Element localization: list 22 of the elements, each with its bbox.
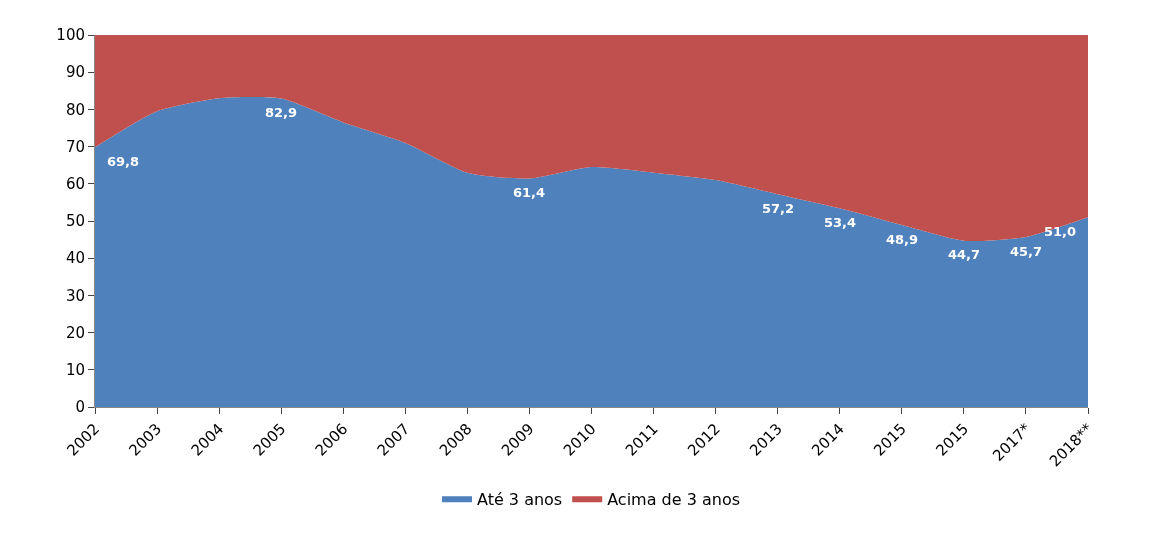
y-tick-label: 0 bbox=[75, 398, 85, 417]
legend-label: Acima de 3 anos bbox=[607, 489, 741, 509]
y-tick-label: 30 bbox=[65, 286, 85, 305]
data-label: 57,2 bbox=[762, 201, 795, 216]
data-label: 82,9 bbox=[265, 105, 298, 120]
y-tick-label: 10 bbox=[65, 361, 85, 380]
data-label: 48,9 bbox=[886, 232, 919, 247]
y-tick-label: 100 bbox=[56, 26, 85, 45]
legend-label: Até 3 anos bbox=[477, 489, 563, 509]
y-tick-label: 40 bbox=[65, 249, 85, 268]
y-tick-label: 70 bbox=[65, 137, 85, 156]
data-label: 53,4 bbox=[824, 215, 857, 230]
y-tick-label: 20 bbox=[65, 323, 85, 342]
y-tick-label: 60 bbox=[65, 175, 85, 194]
data-label: 44,7 bbox=[948, 247, 981, 262]
data-label: 45,7 bbox=[1010, 244, 1043, 259]
y-tick-label: 80 bbox=[65, 100, 85, 119]
data-label: 51,0 bbox=[1044, 224, 1077, 239]
data-label: 61,4 bbox=[513, 185, 546, 200]
data-label: 69,8 bbox=[107, 154, 140, 169]
y-tick-label: 50 bbox=[65, 212, 85, 231]
y-tick-label: 90 bbox=[65, 63, 85, 82]
